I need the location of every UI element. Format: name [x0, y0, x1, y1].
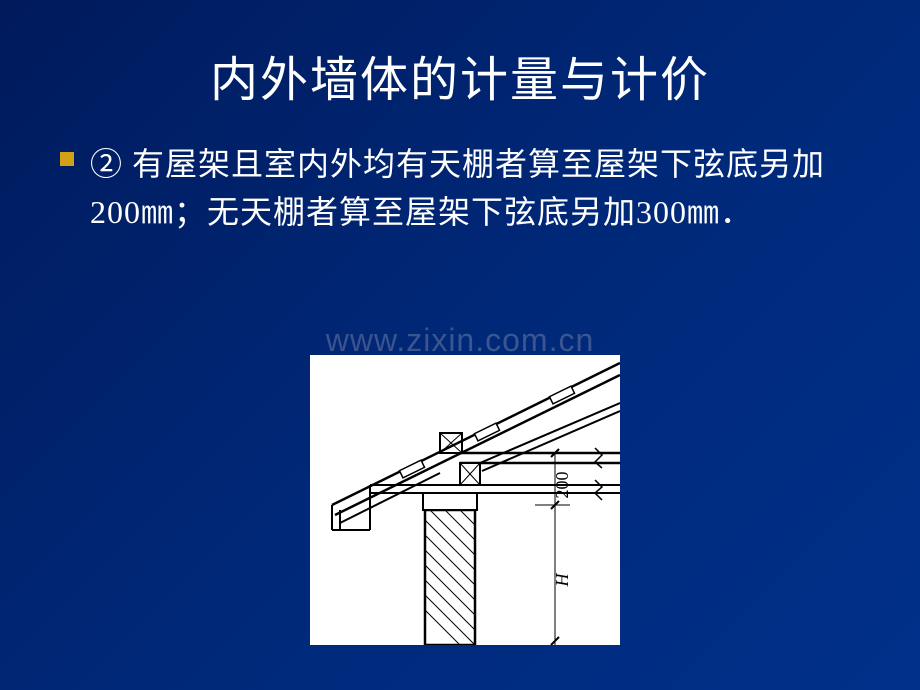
diagonal-strut [480, 403, 620, 471]
wall-plate [423, 493, 477, 510]
wall [425, 510, 475, 645]
diagram-svg: 200 H [310, 355, 620, 645]
slide: 内外墙体的计量与计价 ② 有屋架且室内外均有天棚者算至屋架下弦底另加200㎜；无… [0, 0, 920, 690]
slide-title: 内外墙体的计量与计价 [50, 40, 870, 110]
dim-label-h: H [552, 573, 572, 588]
roof-section-diagram: 200 H [310, 355, 620, 645]
body-text: ② 有屋架且室内外均有天棚者算至屋架下弦底另加200㎜；无天棚者算至屋架下弦底另… [90, 140, 870, 236]
bullet-square [60, 152, 74, 166]
bottom-chord [460, 448, 620, 468]
content-block: ② 有屋架且室内外均有天棚者算至屋架下弦底另加200㎜；无天棚者算至屋架下弦底另… [50, 140, 870, 236]
watermark: www.zixin.com.cn [326, 322, 595, 359]
dim-label-200: 200 [552, 472, 572, 499]
